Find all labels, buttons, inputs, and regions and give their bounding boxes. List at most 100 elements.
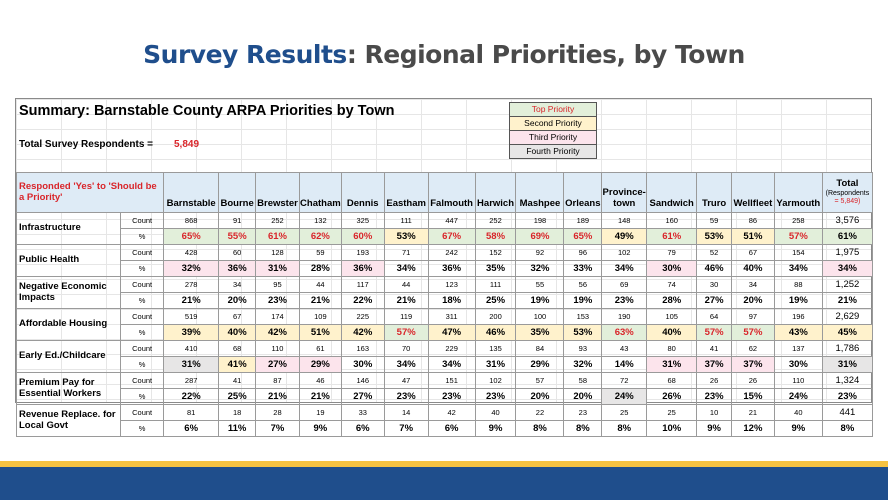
count-cell: 33 xyxy=(340,404,385,421)
percent-cell: 9% xyxy=(298,420,342,437)
total-count-cell: 1,786 xyxy=(821,340,874,357)
count-cell: 74 xyxy=(646,276,698,293)
count-cell: 22 xyxy=(515,404,565,421)
percent-cell: 36% xyxy=(427,260,476,277)
count-cell: 84 xyxy=(515,340,565,357)
percent-cell: 36% xyxy=(218,260,257,277)
count-cell: 110 xyxy=(255,340,300,357)
percent-cell: 57% xyxy=(773,228,823,245)
percent-cell: 29% xyxy=(298,356,342,373)
percent-cell: 7% xyxy=(383,420,429,437)
count-cell: 64 xyxy=(696,308,732,325)
percent-cell: 53% xyxy=(563,324,603,341)
town-header: Harwich xyxy=(474,172,517,213)
percent-cell: 65% xyxy=(563,228,603,245)
count-cell: 71 xyxy=(383,244,429,261)
percent-cell: 43% xyxy=(773,324,823,341)
total-count-cell: 1,252 xyxy=(821,276,874,293)
count-cell: 42 xyxy=(427,404,476,421)
percent-cell: 9% xyxy=(696,420,732,437)
percent-cell: 58% xyxy=(474,228,517,245)
table-row-percent: % 65% 55% 61% 62% 60% 53% 67% 58% 69% 65% 49% 61% 53%… xyxy=(17,228,874,245)
footer-stripe xyxy=(0,461,888,467)
percent-cell: 31% xyxy=(255,260,300,277)
count-cell: 278 xyxy=(163,276,220,293)
percent-cell: 22% xyxy=(340,292,385,309)
percent-cell: 23% xyxy=(474,388,517,405)
count-cell: 93 xyxy=(563,340,603,357)
count-cell: 47 xyxy=(383,372,429,389)
percent-cell: 46% xyxy=(696,260,732,277)
total-count-cell: 441 xyxy=(821,404,874,421)
percent-label: % xyxy=(120,356,165,373)
legend-item: Fourth Priority xyxy=(509,144,597,159)
total-header: Total (Respondents = 5,849) xyxy=(821,172,874,213)
total-percent-cell: 45% xyxy=(821,324,874,341)
count-cell: 160 xyxy=(646,212,698,229)
count-cell: 193 xyxy=(340,244,385,261)
total-count-cell: 1,324 xyxy=(821,372,874,389)
percent-cell: 62% xyxy=(298,228,342,245)
count-cell: 96 xyxy=(563,244,603,261)
count-cell: 26 xyxy=(696,372,732,389)
percent-cell: 9% xyxy=(773,420,823,437)
count-cell: 67 xyxy=(218,308,257,325)
percent-cell: 8% xyxy=(563,420,603,437)
count-cell: 519 xyxy=(163,308,220,325)
percent-cell: 36% xyxy=(340,260,385,277)
count-cell: 55 xyxy=(515,276,565,293)
footer-bar xyxy=(0,467,888,500)
percent-cell: 28% xyxy=(298,260,342,277)
count-cell: 14 xyxy=(383,404,429,421)
percent-cell: 23% xyxy=(601,292,648,309)
percent-cell: 20% xyxy=(218,292,257,309)
percent-cell: 9% xyxy=(474,420,517,437)
count-cell: 111 xyxy=(474,276,517,293)
count-cell: 10 xyxy=(696,404,732,421)
percent-cell: 25% xyxy=(218,388,257,405)
count-cell: 56 xyxy=(563,276,603,293)
count-cell: 135 xyxy=(474,340,517,357)
category-label: Public Health xyxy=(15,244,122,277)
town-header: Eastham xyxy=(383,172,429,213)
total-count-cell: 3,576 xyxy=(821,212,874,229)
percent-cell: 27% xyxy=(696,292,732,309)
table-body: Infrastructure Count 868 91 252 132 325 111 447 2… xyxy=(15,212,874,437)
percent-cell: 7% xyxy=(255,420,300,437)
count-cell: 91 xyxy=(218,212,257,229)
count-cell: 287 xyxy=(163,372,220,389)
table-row-percent: % 31% 41% 27% 29% 30% 34% 34% 31% 29% 32% 14% 31% 37%… xyxy=(17,356,874,373)
town-header: Yarmouth xyxy=(773,172,823,213)
slide-title-accent: Survey Results xyxy=(143,40,347,69)
total-percent-cell: 61% xyxy=(821,228,874,245)
percent-cell: 51% xyxy=(730,228,775,245)
percent-cell: 21% xyxy=(298,292,342,309)
count-cell: 154 xyxy=(773,244,823,261)
percent-cell: 8% xyxy=(601,420,648,437)
count-cell: 68 xyxy=(218,340,257,357)
count-cell: 132 xyxy=(298,212,342,229)
category-label: Revenue Replace. for Local Govt xyxy=(15,404,122,437)
town-header: Falmouth xyxy=(427,172,476,213)
count-cell: 151 xyxy=(427,372,476,389)
category-label: Negative Economic Impacts xyxy=(15,276,122,309)
percent-cell: 40% xyxy=(218,324,257,341)
percent-cell: 30% xyxy=(646,260,698,277)
respondents-label: Total Survey Respondents = xyxy=(19,139,154,150)
count-cell: 200 xyxy=(474,308,517,325)
count-label: Count xyxy=(120,308,165,325)
percent-cell: 23% xyxy=(427,388,476,405)
count-cell: 87 xyxy=(255,372,300,389)
town-header: Province-town xyxy=(601,172,648,213)
percent-cell: 32% xyxy=(163,260,220,277)
percent-cell: 57% xyxy=(696,324,732,341)
count-cell: 174 xyxy=(255,308,300,325)
percent-cell: 47% xyxy=(427,324,476,341)
town-header: Wellfleet xyxy=(730,172,775,213)
town-header: Truro xyxy=(696,172,732,213)
count-cell: 57 xyxy=(515,372,565,389)
table-row-count: Revenue Replace. for Local Govt Count 81 18… xyxy=(15,404,874,437)
count-cell: 88 xyxy=(773,276,823,293)
percent-cell: 55% xyxy=(218,228,257,245)
total-count-cell: 2,629 xyxy=(821,308,874,325)
